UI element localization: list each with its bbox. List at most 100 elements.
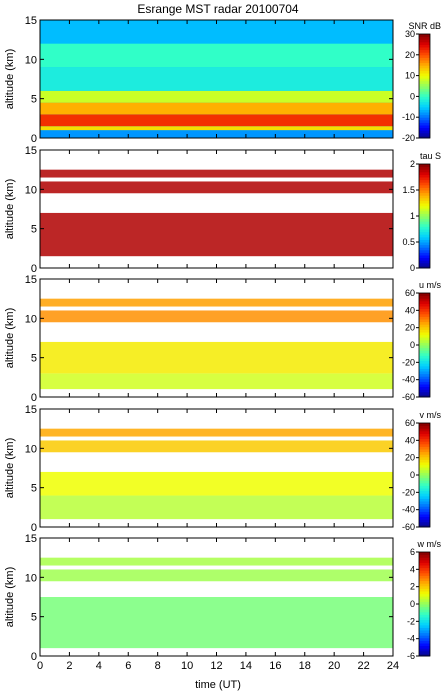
data-layer-1	[40, 181, 393, 194]
colorbar-segment	[419, 498, 430, 502]
colorbar-segment	[419, 425, 430, 429]
colorbar-segment	[419, 508, 430, 512]
colorbar-tick-label: 0	[410, 263, 415, 273]
colorbar-segment	[419, 365, 430, 369]
colorbar-segment	[419, 117, 430, 121]
colorbar-segment	[419, 324, 430, 328]
colorbar-segment	[419, 598, 430, 602]
x-tick-label: 14	[240, 660, 252, 672]
data-layer-2	[40, 310, 393, 323]
colorbar-segment	[419, 630, 430, 634]
colorbar-segment	[419, 368, 430, 372]
colorbar-tick-label: 60	[405, 418, 415, 428]
x-tick-label: 2	[66, 660, 72, 672]
colorbar-segment	[419, 218, 430, 222]
colorbar-tick-label: 20	[405, 323, 415, 333]
colorbar-segment	[419, 308, 430, 312]
colorbar-tick-label: -20	[402, 133, 415, 143]
colorbar-segment	[419, 653, 430, 657]
colorbar-segment	[419, 260, 430, 264]
colorbar-segment	[419, 244, 430, 248]
colorbar-segment	[419, 451, 430, 455]
colorbar-segment	[419, 614, 430, 618]
data-layer-1	[40, 471, 393, 496]
x-axis-label: time (UT)	[195, 679, 241, 691]
colorbar-segment	[419, 262, 430, 266]
colorbar-segment	[419, 347, 430, 351]
data-layer-0	[40, 212, 393, 257]
colorbar-segment	[419, 60, 430, 64]
colorbar-segment	[419, 78, 430, 82]
colorbar-segment	[419, 643, 430, 647]
colorbar-segment	[419, 197, 430, 201]
colorbar-segment	[419, 195, 430, 199]
colorbar-segment	[419, 503, 430, 507]
colorbar-segment	[419, 516, 430, 520]
colorbar-segment	[419, 109, 430, 113]
colorbar-segment	[419, 247, 430, 251]
colorbar-segment	[419, 255, 430, 259]
colorbar-segment	[419, 580, 430, 584]
y-tick-label: 15	[25, 145, 37, 157]
colorbar-segment	[419, 44, 430, 48]
colorbar-tick-label: 0	[410, 599, 415, 609]
colorbar-segment	[419, 428, 430, 432]
colorbar-segment	[419, 332, 430, 336]
colorbar-segment	[419, 627, 430, 631]
data-layer-1	[40, 569, 393, 582]
colorbar-segment	[419, 313, 430, 317]
x-tick-label: 22	[357, 660, 369, 672]
colorbar-segment	[419, 345, 430, 349]
colorbar-segment	[419, 182, 430, 186]
colorbar-segment	[419, 265, 430, 269]
colorbar-segment	[419, 376, 430, 380]
colorbar-segment	[419, 371, 430, 375]
colorbar-segment	[419, 57, 430, 61]
colorbar-tick-label: 40	[405, 435, 415, 445]
colorbar-segment	[419, 648, 430, 652]
colorbar-segment	[419, 477, 430, 481]
colorbar-segment	[419, 164, 430, 168]
colorbar-segment	[419, 132, 430, 136]
colorbar-segment	[419, 454, 430, 458]
data-layer-0	[40, 495, 393, 520]
x-tick-label: 0	[37, 660, 43, 672]
colorbar-tick-label: 6	[410, 547, 415, 557]
colorbar-segment	[419, 88, 430, 92]
colorbar-segment	[419, 591, 430, 595]
colorbar-segment	[419, 231, 430, 235]
colorbar-segment	[419, 119, 430, 123]
y-tick-label: 10	[25, 443, 37, 455]
data-layer-3	[40, 298, 393, 307]
colorbar-segment	[419, 321, 430, 325]
y-tick-label: 0	[31, 651, 37, 663]
x-tick-label: 20	[328, 660, 340, 672]
panel-v: 0 5 10 15 altitude (km) v m/s 60 40 20 0 -20 -40 -60	[4, 404, 441, 534]
colorbar-segment	[419, 430, 430, 434]
x-tick-label: 4	[96, 660, 102, 672]
x-tick-label: 16	[269, 660, 281, 672]
colorbar-segment	[419, 334, 430, 338]
x-tick-label: 8	[155, 660, 161, 672]
colorbar-tick-label: -4	[407, 634, 415, 644]
colorbar-segment	[419, 49, 430, 53]
y-tick-label: 5	[31, 483, 37, 495]
colorbar-segment	[419, 62, 430, 66]
colorbar-segment	[419, 226, 430, 230]
colorbar-segment	[419, 514, 430, 518]
colorbar-segment	[419, 562, 430, 566]
colorbar-segment	[419, 459, 430, 463]
y-axis-label: altitude (km)	[4, 567, 16, 628]
colorbar-segment	[419, 350, 430, 354]
colorbar-segment	[419, 640, 430, 644]
colorbar-segment	[419, 606, 430, 610]
colorbar-segment	[419, 381, 430, 385]
colorbar-segment	[419, 342, 430, 346]
data-layer-1	[40, 126, 393, 131]
y-tick-label: 10	[25, 572, 37, 584]
x-tick-label: 18	[299, 660, 311, 672]
colorbar-tick-label: -60	[402, 522, 415, 532]
colorbar-segment	[419, 52, 430, 56]
